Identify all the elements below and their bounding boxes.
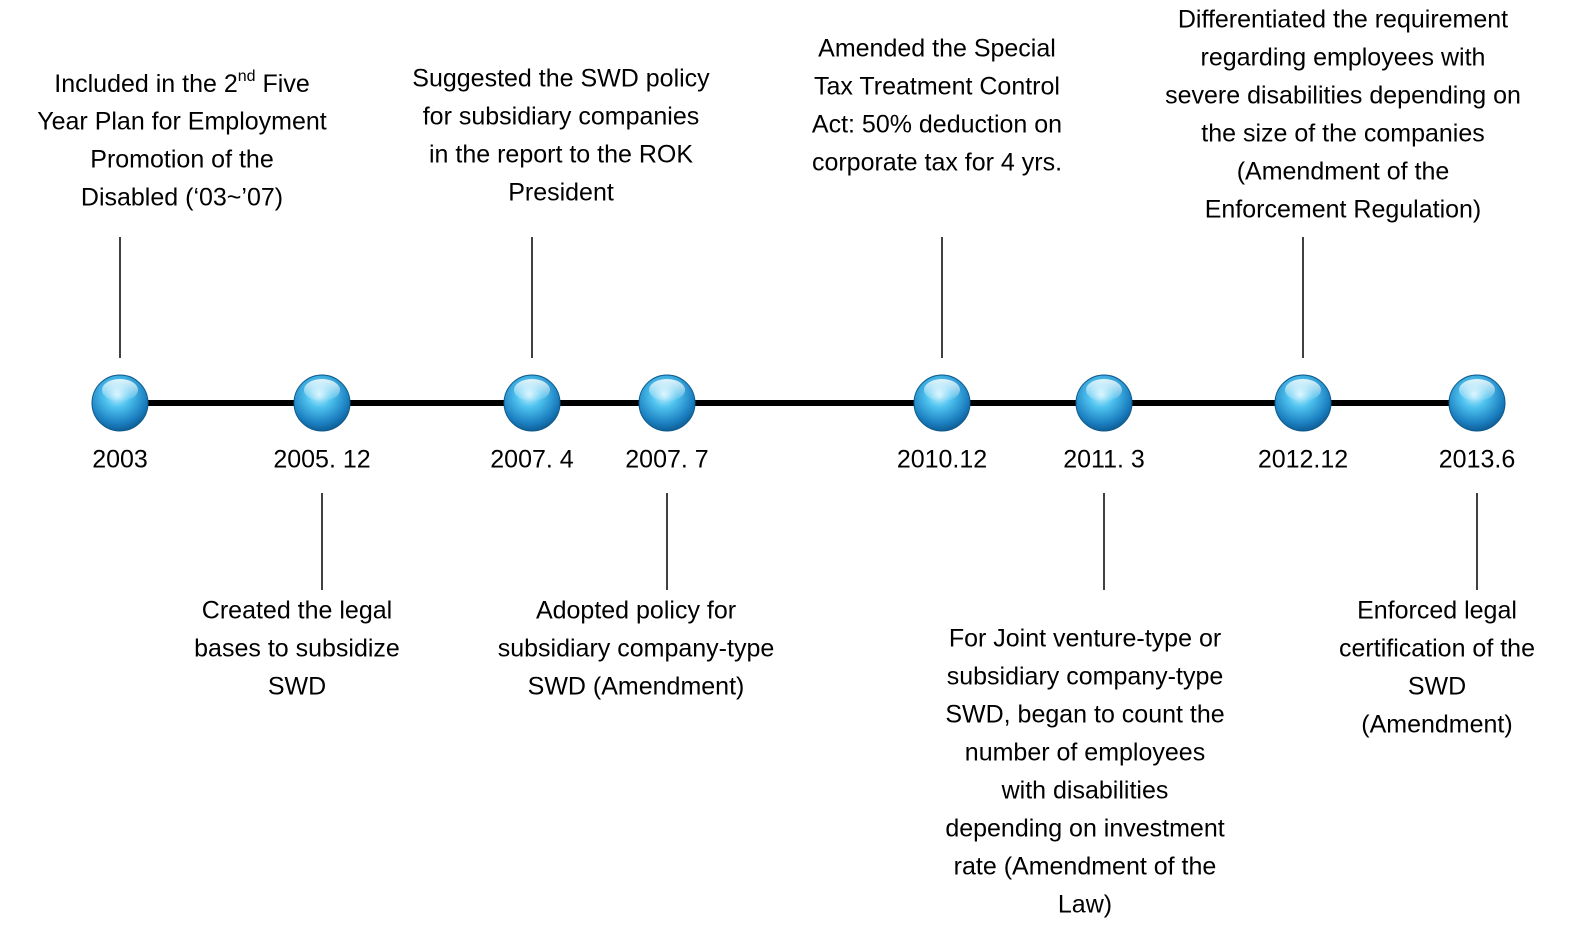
event-text: SWD, began to count the xyxy=(945,701,1224,729)
event-text-part: Five xyxy=(256,70,310,98)
node-shine xyxy=(304,379,340,401)
event-text: with disabilities xyxy=(1001,777,1169,805)
event-text: Act: 50% deduction on xyxy=(812,111,1062,139)
event-text: Year Plan for Employment xyxy=(37,108,327,136)
date-label: 2010.12 xyxy=(897,446,987,474)
event-text: Law) xyxy=(1058,891,1112,919)
event-text: (Amendment) xyxy=(1361,711,1512,739)
date-label: 2013.6 xyxy=(1439,446,1515,474)
event-text: Differentiated the requirement xyxy=(1178,6,1508,34)
event-text: President xyxy=(508,179,614,207)
event-text: Tax Treatment Control xyxy=(814,73,1060,101)
node-shine xyxy=(924,379,960,401)
event-text: bases to subsidize xyxy=(194,635,400,663)
event-text-part: Included in the 2 xyxy=(54,70,237,98)
event-text: rate (Amendment of the xyxy=(954,853,1217,881)
event-text: SWD xyxy=(268,673,326,701)
date-label: 2003 xyxy=(92,446,148,474)
event-text: regarding employees with xyxy=(1201,44,1486,72)
event-text: For Joint venture-type or xyxy=(949,625,1221,653)
event-text: Adopted policy for xyxy=(536,597,736,625)
event-text: number of employees xyxy=(965,739,1205,767)
event-text: corporate tax for 4 yrs. xyxy=(812,149,1062,177)
event-text: Disabled (‘03~’07) xyxy=(81,184,283,212)
node-shine xyxy=(649,379,685,401)
node-shine xyxy=(1459,379,1495,401)
date-label: 2011. 3 xyxy=(1063,446,1145,474)
event-text: the size of the companies xyxy=(1201,120,1485,148)
event-text: Enforcement Regulation) xyxy=(1205,196,1482,224)
event-text: certification of the xyxy=(1339,635,1535,663)
date-label: 2012.12 xyxy=(1258,446,1348,474)
event-text: SWD (Amendment) xyxy=(528,673,745,701)
event-text: (Amendment of the xyxy=(1237,158,1450,186)
event-text: subsidiary company-type xyxy=(498,635,775,663)
event-text: for subsidiary companies xyxy=(423,103,700,131)
node-shine xyxy=(1086,379,1122,401)
event-text: subsidiary company-type xyxy=(947,663,1224,691)
superscript: nd xyxy=(238,68,256,85)
date-label: 2007. 4 xyxy=(490,446,574,474)
event-text: Included in the 2nd Five xyxy=(54,68,309,97)
event-text: Created the legal xyxy=(202,597,392,625)
event-text: Amended the Special xyxy=(818,35,1056,63)
node-shine xyxy=(102,379,138,401)
event-text: SWD xyxy=(1408,673,1466,701)
event-text: in the report to the ROK xyxy=(429,141,693,169)
event-text: Promotion of the xyxy=(90,146,273,174)
node-shine xyxy=(1285,379,1321,401)
event-text: Suggested the SWD policy xyxy=(412,65,710,93)
node-shine xyxy=(514,379,550,401)
event-text: Enforced legal xyxy=(1357,597,1517,625)
event-text: severe disabilities depending on xyxy=(1165,82,1521,110)
event-text: depending on investment xyxy=(945,815,1224,843)
date-label: 2005. 12 xyxy=(273,446,370,474)
date-label: 2007. 7 xyxy=(625,446,708,474)
